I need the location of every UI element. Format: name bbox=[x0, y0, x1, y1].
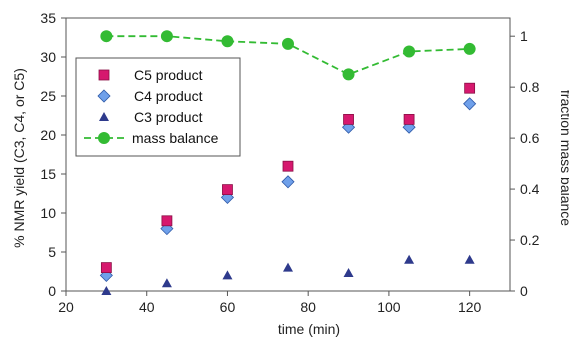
legend: C5 product C4 product C3 product mass balan… bbox=[75, 57, 241, 157]
x-tick-label: 20 bbox=[58, 299, 74, 315]
data-point bbox=[100, 30, 113, 43]
x-tick-label: 120 bbox=[458, 299, 482, 315]
marks-layer bbox=[99, 30, 477, 295]
data-point bbox=[403, 114, 415, 125]
data-point bbox=[403, 45, 416, 58]
data-point bbox=[161, 278, 172, 288]
data-point bbox=[463, 97, 477, 111]
data-point bbox=[404, 254, 415, 264]
data-point bbox=[161, 215, 173, 227]
data-point bbox=[100, 262, 112, 274]
y-left-tick-label: 15 bbox=[40, 166, 56, 182]
data-point bbox=[464, 254, 475, 264]
x-tick-label: 80 bbox=[300, 299, 316, 315]
plot-frame bbox=[65, 17, 511, 292]
y-left-tick-label: 10 bbox=[40, 205, 56, 221]
x-tick-label: 60 bbox=[220, 299, 236, 315]
data-point bbox=[222, 184, 233, 196]
y-axis-right-label: fraction mass balance bbox=[558, 90, 569, 226]
y-right-tick-label: 0 bbox=[520, 283, 528, 299]
x-tick-label: 40 bbox=[139, 299, 155, 315]
data-point bbox=[342, 68, 355, 81]
data-point bbox=[222, 270, 233, 280]
y-right-tick-label: 0.2 bbox=[520, 232, 540, 248]
data-point bbox=[221, 35, 234, 48]
series-c3-product bbox=[101, 254, 475, 295]
data-point bbox=[283, 262, 293, 272]
y-left-tick-label: 35 bbox=[40, 10, 56, 26]
legend-label: C3 product bbox=[134, 109, 203, 125]
y-axis-left-label: % NMR yield (C3, C4, or C5) bbox=[11, 68, 27, 248]
plot-area bbox=[65, 17, 511, 292]
y-right-tick-label: 0.6 bbox=[520, 130, 540, 146]
legend-marker bbox=[99, 112, 109, 121]
series-mass-balance bbox=[100, 30, 476, 81]
y-right-tick-label: 0.4 bbox=[520, 181, 540, 197]
y-left-tick-label: 25 bbox=[40, 88, 56, 104]
legend-marker bbox=[98, 132, 110, 144]
legend-label: mass balance bbox=[132, 130, 219, 146]
legend-label: C4 product bbox=[134, 88, 203, 104]
data-point bbox=[281, 175, 295, 189]
data-point bbox=[282, 37, 294, 50]
y-right-tick-label: 1 bbox=[520, 28, 528, 44]
y-left-tick-label: 20 bbox=[40, 127, 56, 143]
legend-label: C5 product bbox=[134, 67, 203, 83]
data-point bbox=[463, 42, 476, 55]
series-c5-product bbox=[100, 82, 476, 274]
data-point bbox=[343, 268, 354, 278]
legend-marker bbox=[98, 69, 110, 81]
y-left-tick-label: 5 bbox=[48, 244, 56, 260]
x-axis-label: time (min) bbox=[278, 321, 340, 337]
legend-marker bbox=[97, 89, 111, 103]
y-left-tick-label: 30 bbox=[40, 49, 56, 65]
ticks-layer: 20 40 60 80 100 120 0 5 10 15 20 25 30 35 0 0.2 0.4 0.6 0.… bbox=[40, 10, 539, 315]
data-point bbox=[160, 30, 173, 43]
data-point bbox=[101, 286, 112, 295]
data-point bbox=[464, 82, 476, 94]
y-left-tick-label: 0 bbox=[48, 283, 56, 299]
x-tick-label: 100 bbox=[377, 299, 401, 315]
data-point bbox=[282, 160, 294, 172]
data-point bbox=[343, 114, 354, 125]
y-right-tick-label: 0.8 bbox=[520, 79, 540, 95]
